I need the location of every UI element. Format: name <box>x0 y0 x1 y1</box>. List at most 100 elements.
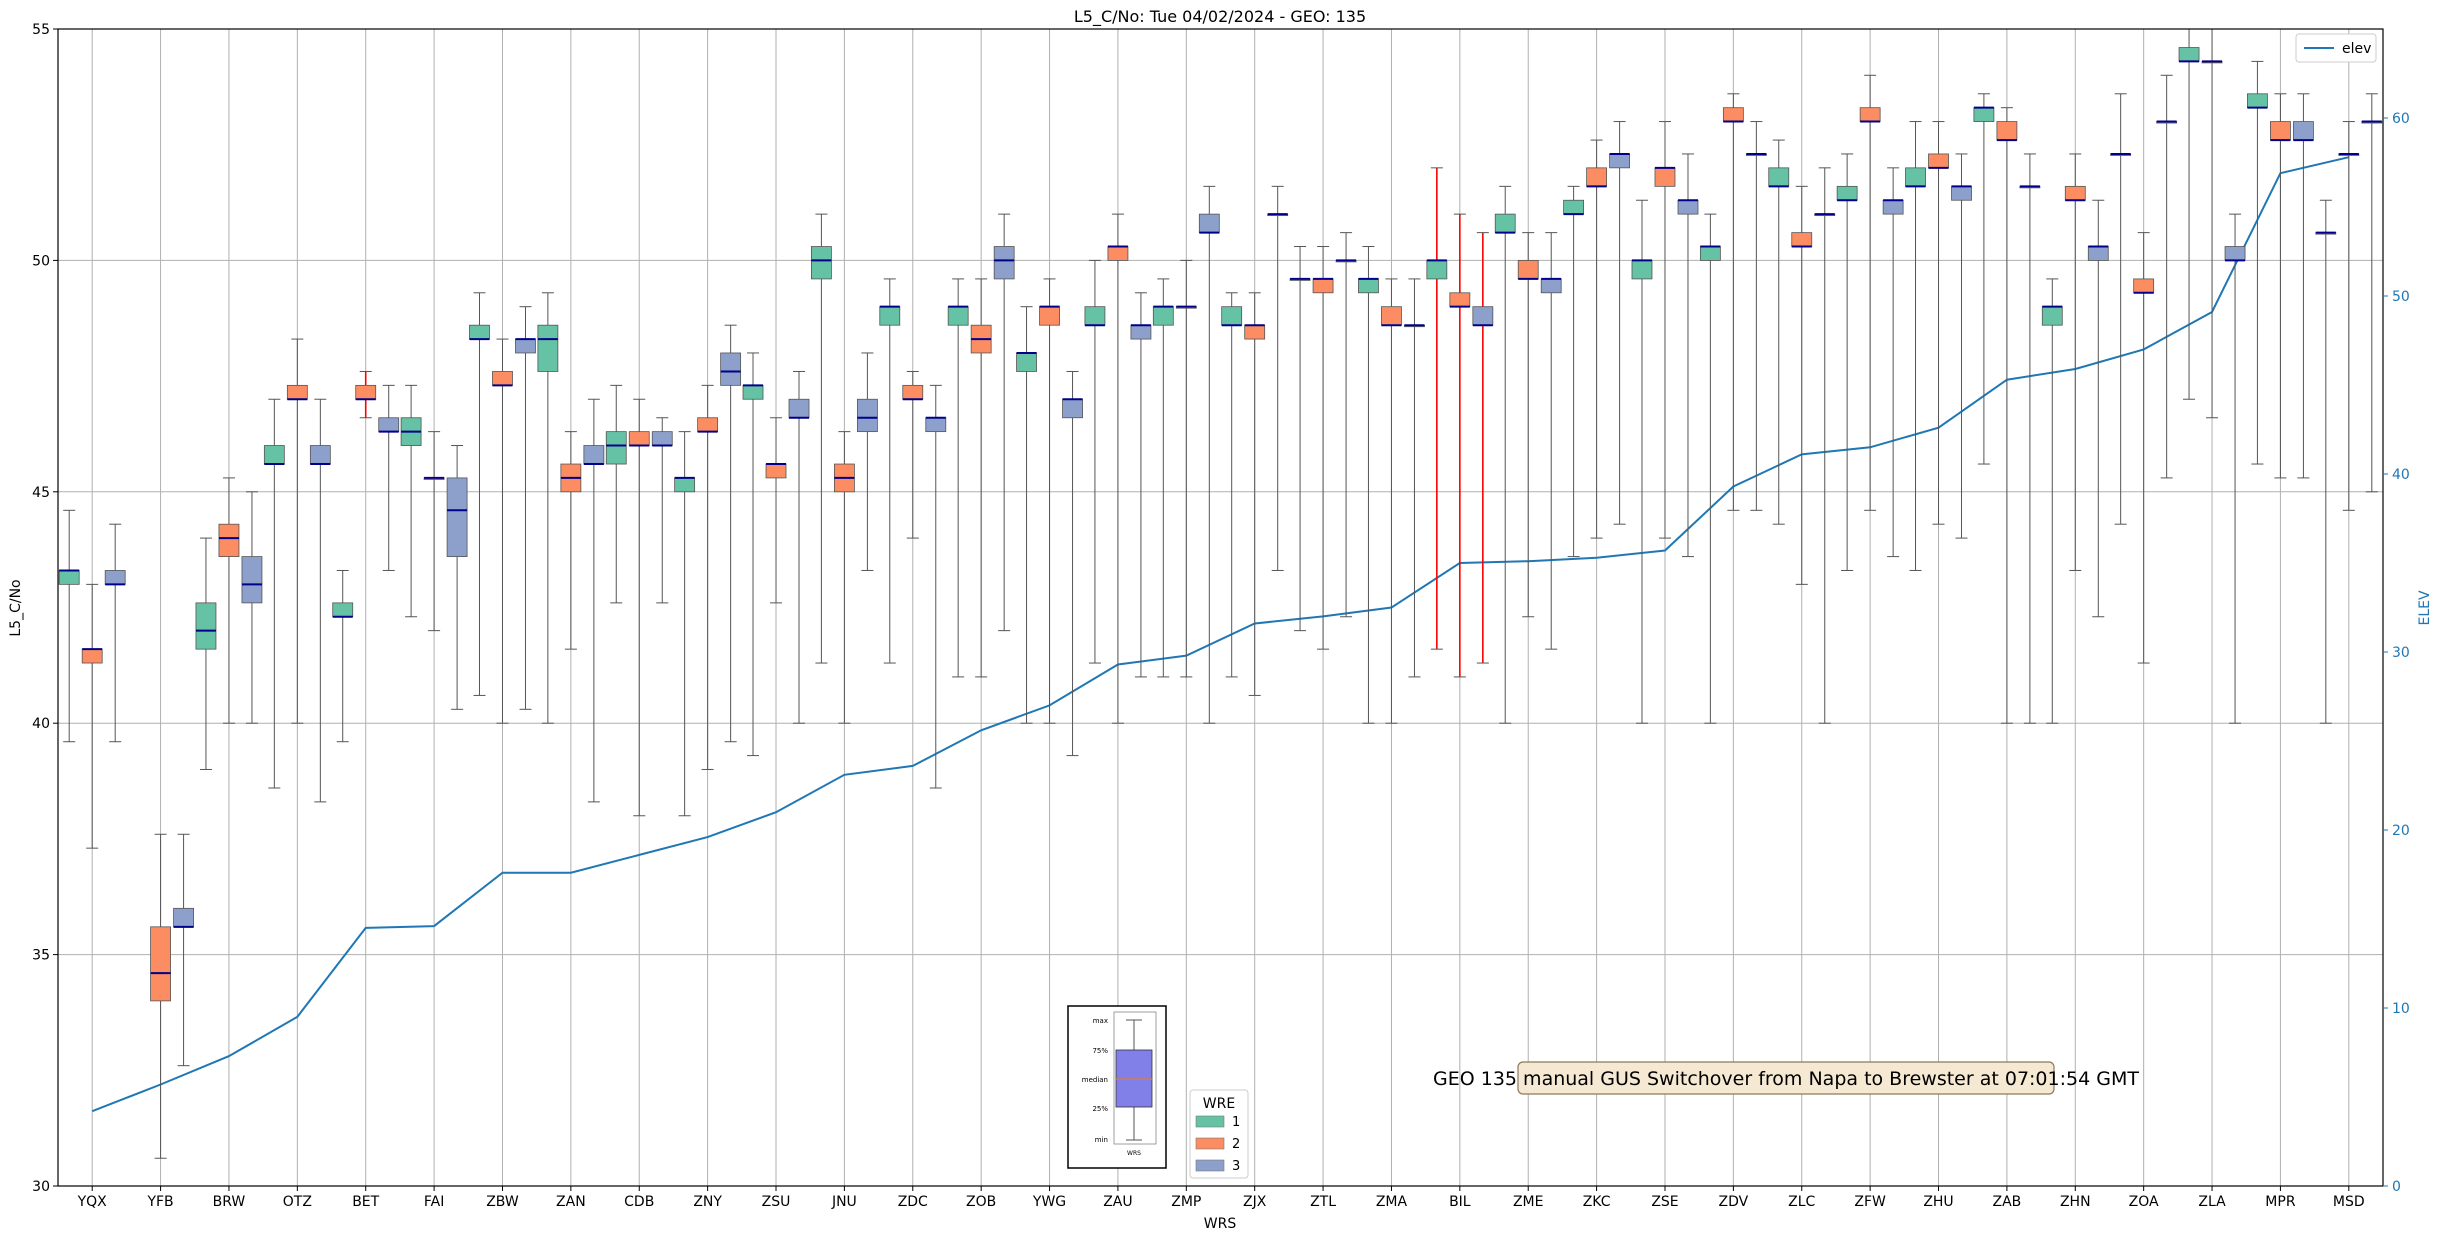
box-iqr <box>1973 107 1995 122</box>
box-wrs-zdc-wre-3 <box>925 384 947 789</box>
x-tick-label: ZFW <box>1854 1194 1886 1210</box>
box-iqr <box>150 926 171 1002</box>
box-iqr <box>1677 199 1699 215</box>
box-wrs-zfw-wre-1 <box>1836 153 1858 571</box>
y2-tick-label: 60 <box>2392 111 2410 127</box>
box-wrs-zoa-wre-1 <box>2110 93 2132 525</box>
x-tick-label: ZAU <box>1103 1194 1132 1210</box>
x-tick-label: ZHU <box>1923 1194 1953 1210</box>
x-tick-label: ZOA <box>2129 1194 2159 1210</box>
inset-label-median: median <box>1082 1076 1108 1084</box>
wre-legend-swatch-2 <box>1195 1137 1225 1150</box>
elev-legend-frame <box>2295 33 2377 63</box>
box-wrs-zau-wre-3 <box>1130 292 1152 678</box>
box-wrs-zma-wre-1 <box>1358 246 1379 724</box>
box-wrs-zan-wre-3 <box>583 398 605 803</box>
box-wrs-zkc-wre-1 <box>1563 185 1585 558</box>
elev-layer <box>91 156 2350 1113</box>
inset-label-q3: 75% <box>1092 1047 1108 1055</box>
x-axis-label: WRS <box>1204 1216 1237 1232</box>
box-wrs-zbw-wre-3 <box>515 306 536 710</box>
box-wrs-jnu-wre-2 <box>833 431 855 724</box>
box-iqr <box>446 477 468 557</box>
box-iqr <box>195 602 217 650</box>
box-wrs-mpr-wre-3 <box>2293 93 2314 479</box>
box-iqr <box>605 431 627 465</box>
y2-tick-layer: 0 10 20 30 40 50 60 <box>2383 111 2410 1195</box>
box-wrs-zla-wre-1 <box>2178 28 2200 400</box>
wre-legend-label-3: 3 <box>1232 1159 1240 1174</box>
box-iqr <box>1244 324 1266 340</box>
inset-xlabel: WRS <box>1127 1150 1141 1157</box>
y-tick-label: 55 <box>32 22 50 38</box>
x-tick-label: ZNY <box>693 1194 722 1210</box>
x-tick-label: YFB <box>146 1194 173 1210</box>
x-tick-label: ZTL <box>1310 1194 1336 1210</box>
box-wrs-zfw-wre-2 <box>1859 74 1881 511</box>
box-iqr <box>1996 121 2018 141</box>
box-iqr <box>1016 352 1037 372</box>
inset-plot-frame <box>1113 1011 1157 1145</box>
box-wrs-zab-wre-1 <box>1973 93 1995 465</box>
inset-label-min: min <box>1095 1136 1108 1144</box>
box-iqr <box>378 417 400 433</box>
box-wrs-zlc-wre-3 <box>1814 167 1836 724</box>
box-iqr <box>947 306 969 326</box>
x-tick-label: ZHN <box>2060 1194 2091 1210</box>
box-wrs-zlc-wre-2 <box>1791 185 1813 585</box>
box-wrs-zse-wre-3 <box>1677 153 1699 558</box>
box-wrs-zmp-wre-3 <box>1198 185 1220 724</box>
x-tick-label: CDB <box>624 1194 654 1210</box>
inset-label-q1: 25% <box>1092 1105 1108 1113</box>
box-iqr <box>1768 167 1790 187</box>
box-wrs-zhu-wre-2 <box>1928 121 1949 525</box>
box-wrs-zlc-wre-1 <box>1768 139 1790 525</box>
box-iqr <box>1449 292 1471 308</box>
box-wrs-zan-wre-1 <box>537 292 559 724</box>
box-iqr <box>1062 398 1083 419</box>
box-iqr <box>2178 47 2200 62</box>
box-wrs-otz-wre-3 <box>309 398 331 803</box>
y2-tick-label: 10 <box>2392 1001 2410 1017</box>
x-tick-label: ZBW <box>486 1194 519 1210</box>
box-iqr <box>1654 167 1676 187</box>
wre-legend-swatch-3 <box>1195 1159 1225 1172</box>
x-tick-layer: YQX YFB BRW OTZ BET FAI ZBW ZAN CDB ZNY ZSU JNU ZDC Z… <box>77 1186 2365 1210</box>
x-tick-label: BIL <box>1449 1194 1471 1210</box>
box-wrs-yfb-wre-3 <box>173 833 194 1067</box>
x-tick-label: ZJX <box>1243 1194 1267 1210</box>
box-wrs-zse-wre-2 <box>1654 121 1676 539</box>
box-iqr <box>492 371 513 386</box>
box-wrs-zab-wre-3 <box>2019 153 2041 724</box>
box-iqr <box>241 556 263 604</box>
elev-legend-label: elev <box>2342 41 2371 57</box>
box-wrs-fai-wre-1 <box>400 384 422 618</box>
box-wrs-brw-wre-1 <box>195 537 217 770</box>
box-wrs-zma-wre-2 <box>1381 278 1402 724</box>
box-wrs-zhu-wre-3 <box>1951 153 1972 539</box>
box-wrs-zob-wre-2 <box>970 278 992 678</box>
inset-label-max: max <box>1093 1017 1108 1025</box>
x-tick-label: ZDC <box>898 1194 928 1210</box>
x-tick-label: ZKC <box>1583 1194 1611 1210</box>
box-wrs-zkc-wre-3 <box>1609 121 1631 525</box>
box-wrs-fai-wre-2 <box>423 431 445 632</box>
box-iqr <box>104 570 126 585</box>
box-wrs-bet-wre-1 <box>332 569 354 743</box>
box-iqr <box>1836 185 1858 201</box>
box-iqr <box>2087 246 2109 261</box>
box-iqr <box>1540 278 1562 294</box>
x-tick-label: ZMP <box>1171 1194 1201 1210</box>
box-iqr <box>1791 232 1813 247</box>
y2-tick-label: 30 <box>2392 645 2410 661</box>
box-wrs-zdc-wre-2 <box>902 370 924 539</box>
box-wrs-zhn-wre-3 <box>2087 199 2109 618</box>
x-tick-label: ZAN <box>556 1194 586 1210</box>
x-tick-label: OTZ <box>283 1194 312 1210</box>
box-iqr <box>583 445 605 465</box>
box-wrs-yqx-wre-2 <box>81 583 103 849</box>
x-tick-label: ZSE <box>1651 1194 1678 1210</box>
grid-layer <box>58 28 2383 1187</box>
box-wrs-ywg-wre-3 <box>1062 370 1083 757</box>
